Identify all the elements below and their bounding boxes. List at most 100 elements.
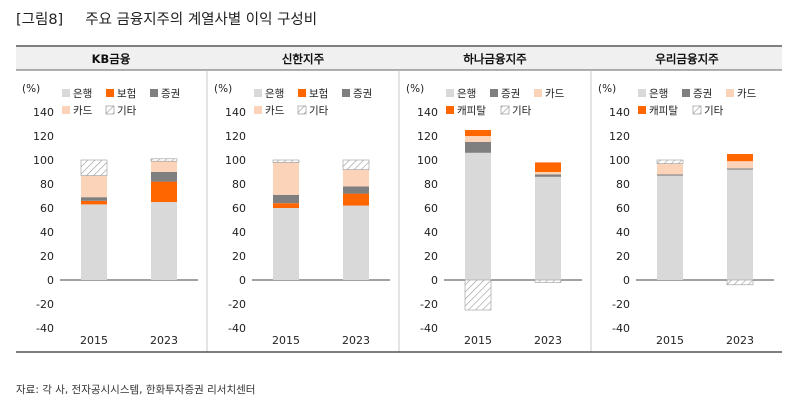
- panel-title: 신한지주: [282, 52, 325, 66]
- bar-segment: [81, 197, 107, 201]
- legend-swatch: [342, 89, 350, 97]
- bar-segment: [273, 203, 299, 208]
- y-tick-label: 140: [225, 106, 246, 119]
- y-tick-label: 100: [225, 154, 246, 167]
- y-tick-label: 80: [40, 178, 54, 191]
- y-tick-label: 40: [616, 226, 630, 239]
- legend-swatch: [254, 89, 262, 97]
- x-tick-label: 2015: [272, 334, 300, 347]
- bar-segment: [151, 202, 177, 280]
- legend-swatch: [534, 89, 542, 97]
- y-tick-label: 120: [225, 130, 246, 143]
- legend-swatch: [446, 106, 454, 114]
- bar-segment: [81, 200, 107, 205]
- legend-swatch: [490, 89, 498, 97]
- legend-label: 기타: [309, 105, 329, 117]
- y-tick-label: 60: [424, 202, 438, 215]
- y-tick-label: 100: [33, 154, 54, 167]
- y-tick-label: -40: [228, 322, 246, 335]
- y-tick-label: 0: [239, 274, 246, 287]
- y-tick-label: 140: [609, 106, 630, 119]
- y-unit-label: (%): [22, 83, 40, 95]
- bar-segment: [535, 174, 561, 177]
- legend-swatch: [105, 105, 115, 115]
- y-tick-label: 0: [623, 274, 630, 287]
- bar-segment: [343, 169, 369, 187]
- bar-segment: [657, 174, 683, 176]
- bar-segment: [727, 154, 753, 162]
- y-tick-label: -20: [228, 298, 246, 311]
- x-tick-label: 2023: [534, 334, 562, 347]
- y-tick-label: 0: [431, 274, 438, 287]
- bar-segment: [343, 193, 369, 206]
- legend-label: 카드: [545, 88, 565, 100]
- y-tick-label: 80: [232, 178, 246, 191]
- figure-label: [그림8]: [16, 12, 64, 28]
- legend-label: 은행: [73, 88, 92, 100]
- x-tick-label: 2015: [80, 334, 108, 347]
- x-tick-label: 2023: [726, 334, 754, 347]
- legend-label: 기타: [512, 105, 532, 117]
- bar-segment: [534, 279, 562, 283]
- legend-swatch: [638, 106, 646, 114]
- legend-label: 카드: [265, 105, 285, 117]
- bar-segment: [273, 162, 299, 195]
- legend-swatch: [500, 105, 510, 115]
- bar-segment: [273, 208, 299, 280]
- y-tick-label: 140: [417, 106, 438, 119]
- x-tick-label: 2015: [656, 334, 684, 347]
- legend-swatch: [446, 89, 454, 97]
- y-tick-label: -20: [612, 298, 630, 311]
- figure-title: [그림8] 주요 금융지주의 계열사별 이익 구성비: [16, 8, 339, 29]
- legend-swatch: [638, 89, 646, 97]
- bar-segment: [150, 158, 178, 162]
- legend-label: 증권: [501, 88, 520, 100]
- y-tick-label: 120: [417, 130, 438, 143]
- y-tick-label: 20: [40, 250, 54, 263]
- bar-segment: [343, 205, 369, 280]
- legend-swatch: [62, 106, 70, 114]
- y-tick-label: 20: [616, 250, 630, 263]
- legend-label: 카드: [73, 105, 93, 117]
- y-tick-label: 40: [232, 226, 246, 239]
- y-tick-label: 80: [424, 178, 438, 191]
- legend-label: 카드: [737, 88, 757, 100]
- legend-swatch: [726, 89, 734, 97]
- chart-panel-3: 하나금융지주 (%) -40 -20 0 20 40 60 80 100 120 140 은행 증권 카드캐…: [406, 52, 592, 352]
- x-tick-label: 2023: [342, 334, 370, 347]
- y-tick-label: 100: [417, 154, 438, 167]
- bar-segment: [272, 159, 300, 163]
- y-tick-label: 100: [609, 154, 630, 167]
- bar-segment: [535, 162, 561, 172]
- y-tick-label: -40: [612, 322, 630, 335]
- legend-label: 캐피탈: [649, 104, 678, 117]
- legend-label: 증권: [693, 88, 712, 100]
- bar-segment: [273, 194, 299, 204]
- bar-segment: [656, 159, 684, 164]
- legend-swatch: [692, 105, 702, 115]
- legend-label: 증권: [161, 88, 180, 100]
- y-unit-label: (%): [598, 83, 616, 95]
- bar-segment: [465, 142, 491, 153]
- y-tick-label: 20: [424, 250, 438, 263]
- y-tick-label: 0: [47, 274, 54, 287]
- legend-label: 은행: [457, 88, 476, 100]
- legend-swatch: [150, 89, 158, 97]
- legend-label: 보험: [309, 88, 328, 100]
- bar-segment: [535, 172, 561, 175]
- legend-label: 보험: [117, 88, 136, 100]
- y-tick-label: 40: [40, 226, 54, 239]
- y-tick-label: 60: [40, 202, 54, 215]
- legend-swatch: [298, 89, 306, 97]
- y-tick-label: 40: [424, 226, 438, 239]
- bar-segment: [465, 130, 491, 136]
- bar-segment: [464, 279, 492, 311]
- y-tick-label: 120: [33, 130, 54, 143]
- y-unit-label: (%): [406, 83, 424, 95]
- bar-segment: [727, 169, 753, 280]
- bar-segment: [727, 161, 753, 169]
- bar-segment: [342, 159, 370, 170]
- bar-segment: [657, 175, 683, 280]
